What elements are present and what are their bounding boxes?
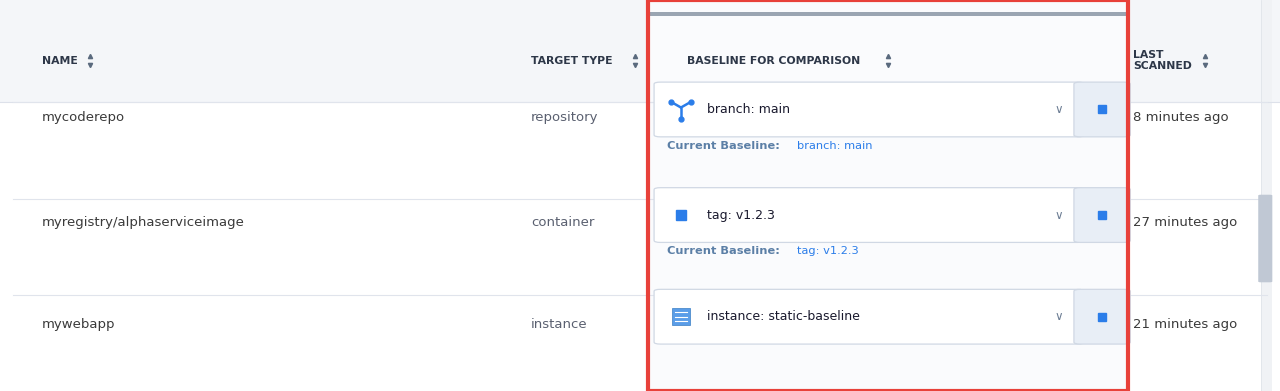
FancyBboxPatch shape	[654, 188, 1084, 242]
Text: Current Baseline:: Current Baseline:	[667, 246, 783, 256]
Text: LAST
SCANNED: LAST SCANNED	[1133, 50, 1192, 72]
FancyBboxPatch shape	[1258, 195, 1272, 282]
Text: 27 minutes ago: 27 minutes ago	[1133, 216, 1236, 230]
FancyBboxPatch shape	[654, 289, 1084, 344]
FancyBboxPatch shape	[1074, 82, 1130, 137]
FancyBboxPatch shape	[1261, 0, 1271, 391]
Text: BASELINE FOR COMPARISON: BASELINE FOR COMPARISON	[687, 56, 860, 66]
FancyBboxPatch shape	[672, 308, 690, 325]
Text: branch: main: branch: main	[707, 103, 790, 116]
FancyBboxPatch shape	[654, 82, 1084, 137]
FancyBboxPatch shape	[1074, 188, 1130, 242]
FancyBboxPatch shape	[0, 0, 1280, 102]
Text: mywebapp: mywebapp	[42, 318, 115, 331]
Text: instance: instance	[531, 318, 588, 331]
Text: 8 minutes ago: 8 minutes ago	[1133, 111, 1229, 124]
FancyBboxPatch shape	[1074, 289, 1130, 344]
Text: ∨: ∨	[1055, 103, 1062, 116]
Text: instance: static-baseline: instance: static-baseline	[707, 310, 859, 323]
Text: mycoderepo: mycoderepo	[42, 111, 125, 124]
FancyBboxPatch shape	[648, 12, 1128, 16]
Text: ∨: ∨	[1055, 310, 1062, 323]
Text: TARGET TYPE: TARGET TYPE	[531, 56, 613, 66]
FancyBboxPatch shape	[648, 0, 1128, 391]
Text: Current Baseline:: Current Baseline:	[667, 141, 783, 151]
Text: tag: v1.2.3: tag: v1.2.3	[797, 246, 859, 256]
Text: ∨: ∨	[1055, 208, 1062, 222]
Text: 21 minutes ago: 21 minutes ago	[1133, 318, 1236, 331]
Text: repository: repository	[531, 111, 599, 124]
Text: tag: v1.2.3: tag: v1.2.3	[707, 208, 774, 222]
Text: myregistry/alphaserviceimage: myregistry/alphaserviceimage	[42, 216, 244, 230]
Text: NAME: NAME	[42, 56, 78, 66]
Text: branch: main: branch: main	[797, 141, 873, 151]
Text: container: container	[531, 216, 595, 230]
